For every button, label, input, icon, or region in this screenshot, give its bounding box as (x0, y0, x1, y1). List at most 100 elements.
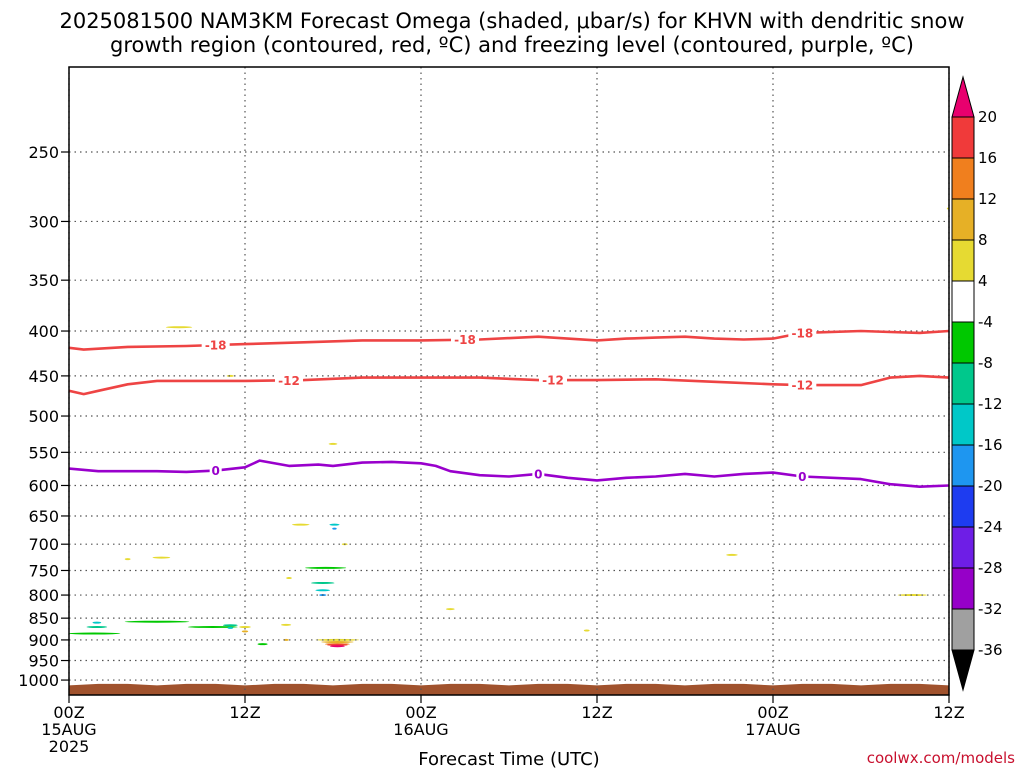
contour-label-bg-dgz_-12C-1 (539, 373, 567, 388)
omega-region-27 (223, 624, 238, 627)
colorbar-label-9: -20 (978, 477, 1003, 495)
y-tick-label-300: 300 (28, 212, 59, 231)
contour-label-dgz_-18C-0: -18 (205, 339, 227, 353)
colorbar-label-7: -12 (978, 395, 1003, 413)
y-tick-label-950: 950 (28, 652, 59, 671)
omega-region-18 (321, 641, 354, 644)
x-tick-date-2: 16AUG (393, 720, 448, 739)
y-tick-label-600: 600 (28, 476, 59, 495)
omega-region-30 (305, 566, 347, 569)
omega-region-21 (330, 645, 345, 648)
omega-region-1 (226, 374, 234, 377)
contour-label-freezing_level_0C-2: 0 (798, 470, 806, 484)
contour-label-freezing_level_0C-1: 0 (534, 467, 542, 481)
omega-region-32 (315, 589, 331, 592)
contour-label-bg-dgz_-18C-1 (451, 332, 479, 347)
colorbar-label-10: -24 (978, 518, 1003, 536)
colorbar-label-3: 8 (978, 231, 988, 249)
omega-shading (69, 207, 949, 648)
chart-title-line1: 2025081500 NAM3KM Forecast Omega (shaded… (59, 9, 964, 33)
contour-dgz_-12C (69, 374, 949, 396)
omega-region-7 (286, 577, 292, 580)
colorbar-top-triangle (951, 75, 975, 118)
omega-region-24 (92, 621, 102, 624)
omega-region-28 (227, 626, 234, 629)
y-tick-label-900: 900 (28, 631, 59, 650)
omega-region-26 (187, 626, 238, 629)
contour-label-freezing_level_0C-0: 0 (211, 464, 219, 478)
x-tick-label-0: 00Z (53, 703, 84, 722)
contour-label-dgz_-18C-2: -18 (791, 326, 813, 340)
omega-region-31 (311, 581, 335, 584)
colorbar-bin-8 (951, 403, 975, 446)
colorbar-label-5: -4 (978, 313, 993, 331)
colorbar-bin-2 (951, 157, 975, 200)
x-tick-date-4: 17AUG (745, 720, 800, 739)
colorbar-label-0: 20 (978, 108, 997, 126)
contour-label-bg-dgz_-12C-2 (788, 378, 817, 393)
omega-region-6 (152, 556, 171, 559)
x-tick-label-1: 12Z (229, 703, 260, 722)
x-axis-label: Forecast Time (UTC) (418, 749, 599, 768)
colorbar-label-13: -36 (978, 641, 1003, 659)
contour-label-dgz_-12C-0: -12 (278, 374, 300, 388)
credit-text: coolwx.com/models (867, 749, 1015, 767)
terrain-band (69, 683, 949, 695)
y-tick-label-650: 650 (28, 507, 59, 526)
omega-region-20 (327, 643, 348, 646)
contour-label-bg-freezing_level_0C-1 (532, 466, 545, 481)
omega-region-8 (445, 608, 455, 611)
y-tick-label-750: 750 (28, 561, 59, 580)
omega-region-34 (329, 523, 340, 526)
colorbar-bin-1 (951, 116, 975, 159)
contour-label-bg-dgz_-12C-0 (275, 373, 303, 388)
omega-region-14 (280, 623, 292, 626)
omega-region-22 (69, 632, 121, 635)
grid-lines (68, 67, 950, 695)
colorbar-label-6: -8 (978, 354, 993, 372)
omega-region-0 (165, 326, 193, 329)
omega-region-15 (315, 638, 360, 641)
x-tick-label-2: 00Z (405, 703, 436, 722)
contour-label-dgz_-12C-2: -12 (791, 379, 813, 393)
chart-title-line2: growth region (contoured, red, ºC) and f… (110, 33, 914, 57)
contour-label-dgz_-18C-1: -18 (454, 333, 476, 347)
omega-region-9 (583, 629, 590, 632)
y-tick-label-350: 350 (28, 271, 59, 290)
colorbar-bin-6 (951, 321, 975, 364)
y-tick-label-400: 400 (28, 322, 59, 341)
contour-label-bg-dgz_-18C-0 (201, 338, 230, 353)
colorbar-bin-11 (951, 526, 975, 569)
y-axis-ticks: 250 300 350 400 450 500 550 600 650 700 750 800 850 9… (18, 143, 69, 690)
colorbar-label-8: -16 (978, 436, 1003, 454)
y-tick-label-800: 800 (28, 586, 59, 605)
contour-label-dgz_-12C-1: -12 (542, 374, 564, 388)
colorbar-label-11: -28 (978, 559, 1003, 577)
omega-region-25 (124, 620, 190, 623)
omega-region-23 (86, 626, 108, 629)
omega-region-16 (241, 630, 249, 633)
omega-region-3 (291, 523, 310, 526)
omega-region-13 (239, 626, 251, 629)
x-tick-date-0: 15AUG (41, 720, 96, 739)
colorbar-bottom-triangle (951, 649, 975, 692)
contour-label-bg-freezing_level_0C-2 (796, 469, 809, 484)
y-tick-label-1000: 1000 (18, 671, 59, 690)
colorbar-bin-4 (951, 239, 975, 282)
colorbar: 20 16 12 8 4 -4 -8 -12 -16 -20 -24 -28 -32 -36 (951, 75, 1003, 692)
omega-region-29 (257, 643, 268, 646)
colorbar-bin-3 (951, 198, 975, 241)
y-tick-label-500: 500 (28, 407, 59, 426)
x-tick-label-3: 12Z (581, 703, 612, 722)
omega-region-10 (726, 553, 738, 556)
y-tick-label-550: 550 (28, 443, 59, 462)
y-tick-label-250: 250 (28, 143, 59, 162)
colorbar-label-12: -32 (978, 600, 1003, 618)
contour-label-bg-dgz_-18C-2 (788, 325, 817, 340)
colorbar-bin-9 (951, 444, 975, 487)
x-tick-year-0: 2025 (49, 737, 90, 756)
terrain-layer (69, 683, 949, 695)
y-tick-label-850: 850 (28, 609, 59, 628)
colorbar-bin-12 (951, 567, 975, 610)
